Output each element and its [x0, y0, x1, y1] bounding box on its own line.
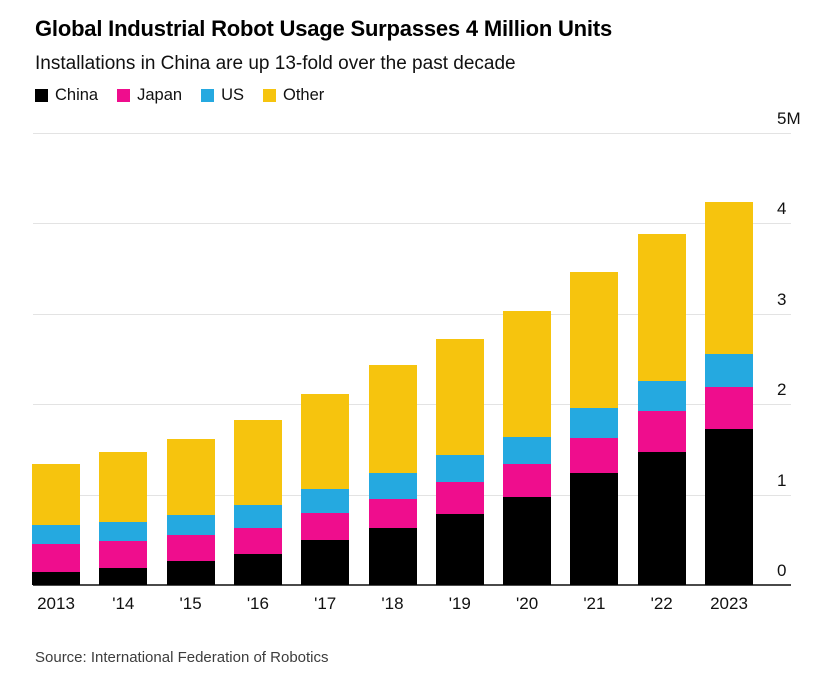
bar-segment-japan-17: [301, 512, 350, 540]
x-tick-21: '21: [583, 594, 606, 613]
gridline-4: [33, 223, 791, 225]
bar-segment-japan-18: [368, 499, 417, 529]
bar-segment-china-19: [435, 514, 484, 585]
legend-swatch-us: [201, 89, 215, 102]
bar-segment-china-18: [368, 528, 417, 585]
bar-segment-us-19: [435, 454, 484, 482]
legend-item-us: US: [201, 86, 244, 105]
bar-segment-japan-14: [99, 540, 148, 568]
x-tick-2023: 2023: [710, 594, 748, 613]
bar-17: [301, 394, 350, 585]
legend-item-china: China: [35, 86, 98, 105]
chart-legend: China Japan US Other: [35, 86, 324, 105]
bar-segment-other-2013: [32, 463, 80, 526]
legend-label-china: China: [55, 86, 99, 104]
chart-subtitle: Installations in China are up 13-fold ov…: [35, 53, 516, 74]
x-tick-22: '22: [650, 594, 673, 613]
bar-segment-other-2023: [705, 201, 753, 354]
chart-title: Global Industrial Robot Usage Surpasses …: [35, 16, 612, 41]
legend-item-other: Other: [263, 86, 324, 105]
y-tick-0: 0: [777, 561, 787, 580]
legend-swatch-other: [263, 89, 277, 102]
x-tick-14: '14: [112, 594, 135, 613]
bar-segment-us-2013: [32, 525, 80, 545]
bar-segment-japan-21: [570, 437, 619, 473]
bar-segment-china-15: [166, 561, 215, 585]
y-tick-2: 2: [777, 380, 787, 400]
legend-label-us: US: [221, 86, 245, 104]
y-tick-3: 3: [777, 289, 787, 309]
bar-2023: [705, 201, 753, 585]
bar-segment-china-22: [637, 452, 686, 585]
x-tick-19: '19: [448, 594, 471, 613]
bar-segment-other-17: [301, 394, 350, 490]
bar-18: [368, 365, 417, 585]
bar-segment-other-19: [435, 339, 484, 455]
bar-segment-other-18: [368, 365, 417, 473]
bar-segment-japan-2013: [32, 544, 80, 573]
legend-swatch-china: [35, 89, 48, 102]
gridline-5m: [33, 133, 791, 134]
x-tick-20: '20: [516, 594, 539, 613]
bar-segment-other-15: [166, 438, 215, 515]
bar-segment-japan-2023: [705, 387, 753, 429]
bar-segment-us-15: [166, 514, 215, 536]
bar-segment-us-16: [233, 505, 282, 529]
bar-segment-china-14: [99, 567, 148, 585]
x-tick-18: '18: [381, 594, 404, 613]
x-tick-15: '15: [179, 594, 202, 613]
bar-segment-us-20: [503, 436, 552, 464]
bar-segment-china-17: [301, 539, 350, 585]
bar-segment-china-20: [503, 497, 552, 585]
bar-segment-other-16: [233, 419, 282, 506]
x-tick-2013: 2013: [37, 594, 75, 613]
y-tick-5m: 5M: [777, 109, 801, 128]
bar-segment-us-2023: [705, 353, 753, 388]
gridline-3: [33, 313, 791, 315]
legend-swatch-japan: [117, 89, 131, 102]
bar-segment-japan-22: [637, 411, 686, 453]
bar-21: [570, 272, 619, 585]
legend-label-japan: Japan: [137, 86, 183, 104]
x-tick-16: '16: [246, 594, 269, 613]
bar-segment-us-17: [301, 489, 350, 513]
bar-segment-china-21: [570, 472, 619, 585]
bar-segment-china-2023: [705, 428, 753, 585]
x-axis-line: [33, 584, 791, 586]
bar-segment-us-22: [637, 380, 686, 412]
bar-segment-other-20: [503, 311, 552, 437]
x-tick-17: '17: [314, 594, 337, 613]
bar-16: [233, 419, 282, 585]
bar-14: [99, 452, 148, 585]
bar-segment-japan-16: [233, 528, 282, 555]
bar-20: [503, 311, 552, 585]
bar-19: [435, 339, 484, 585]
bar-segment-us-21: [570, 407, 619, 438]
bar-segment-japan-20: [503, 463, 552, 498]
bar-15: [166, 438, 215, 585]
bar-segment-other-22: [637, 234, 686, 381]
legend-label-other: Other: [283, 86, 325, 104]
bar-segment-other-21: [570, 272, 619, 408]
y-tick-4: 4: [777, 199, 787, 219]
bar-segment-us-18: [368, 472, 417, 500]
bar-segment-china-2013: [32, 572, 80, 585]
bar-segment-china-16: [233, 554, 282, 585]
legend-item-japan: Japan: [117, 86, 182, 105]
source-note: Source: International Federation of Robo…: [35, 649, 329, 666]
bar-2013: [32, 463, 80, 585]
bar-22: [637, 234, 686, 585]
bar-segment-other-14: [99, 452, 148, 522]
y-tick-1: 1: [777, 470, 787, 490]
bar-segment-japan-19: [435, 481, 484, 515]
bar-segment-japan-15: [166, 535, 215, 562]
bar-segment-us-14: [99, 521, 148, 541]
